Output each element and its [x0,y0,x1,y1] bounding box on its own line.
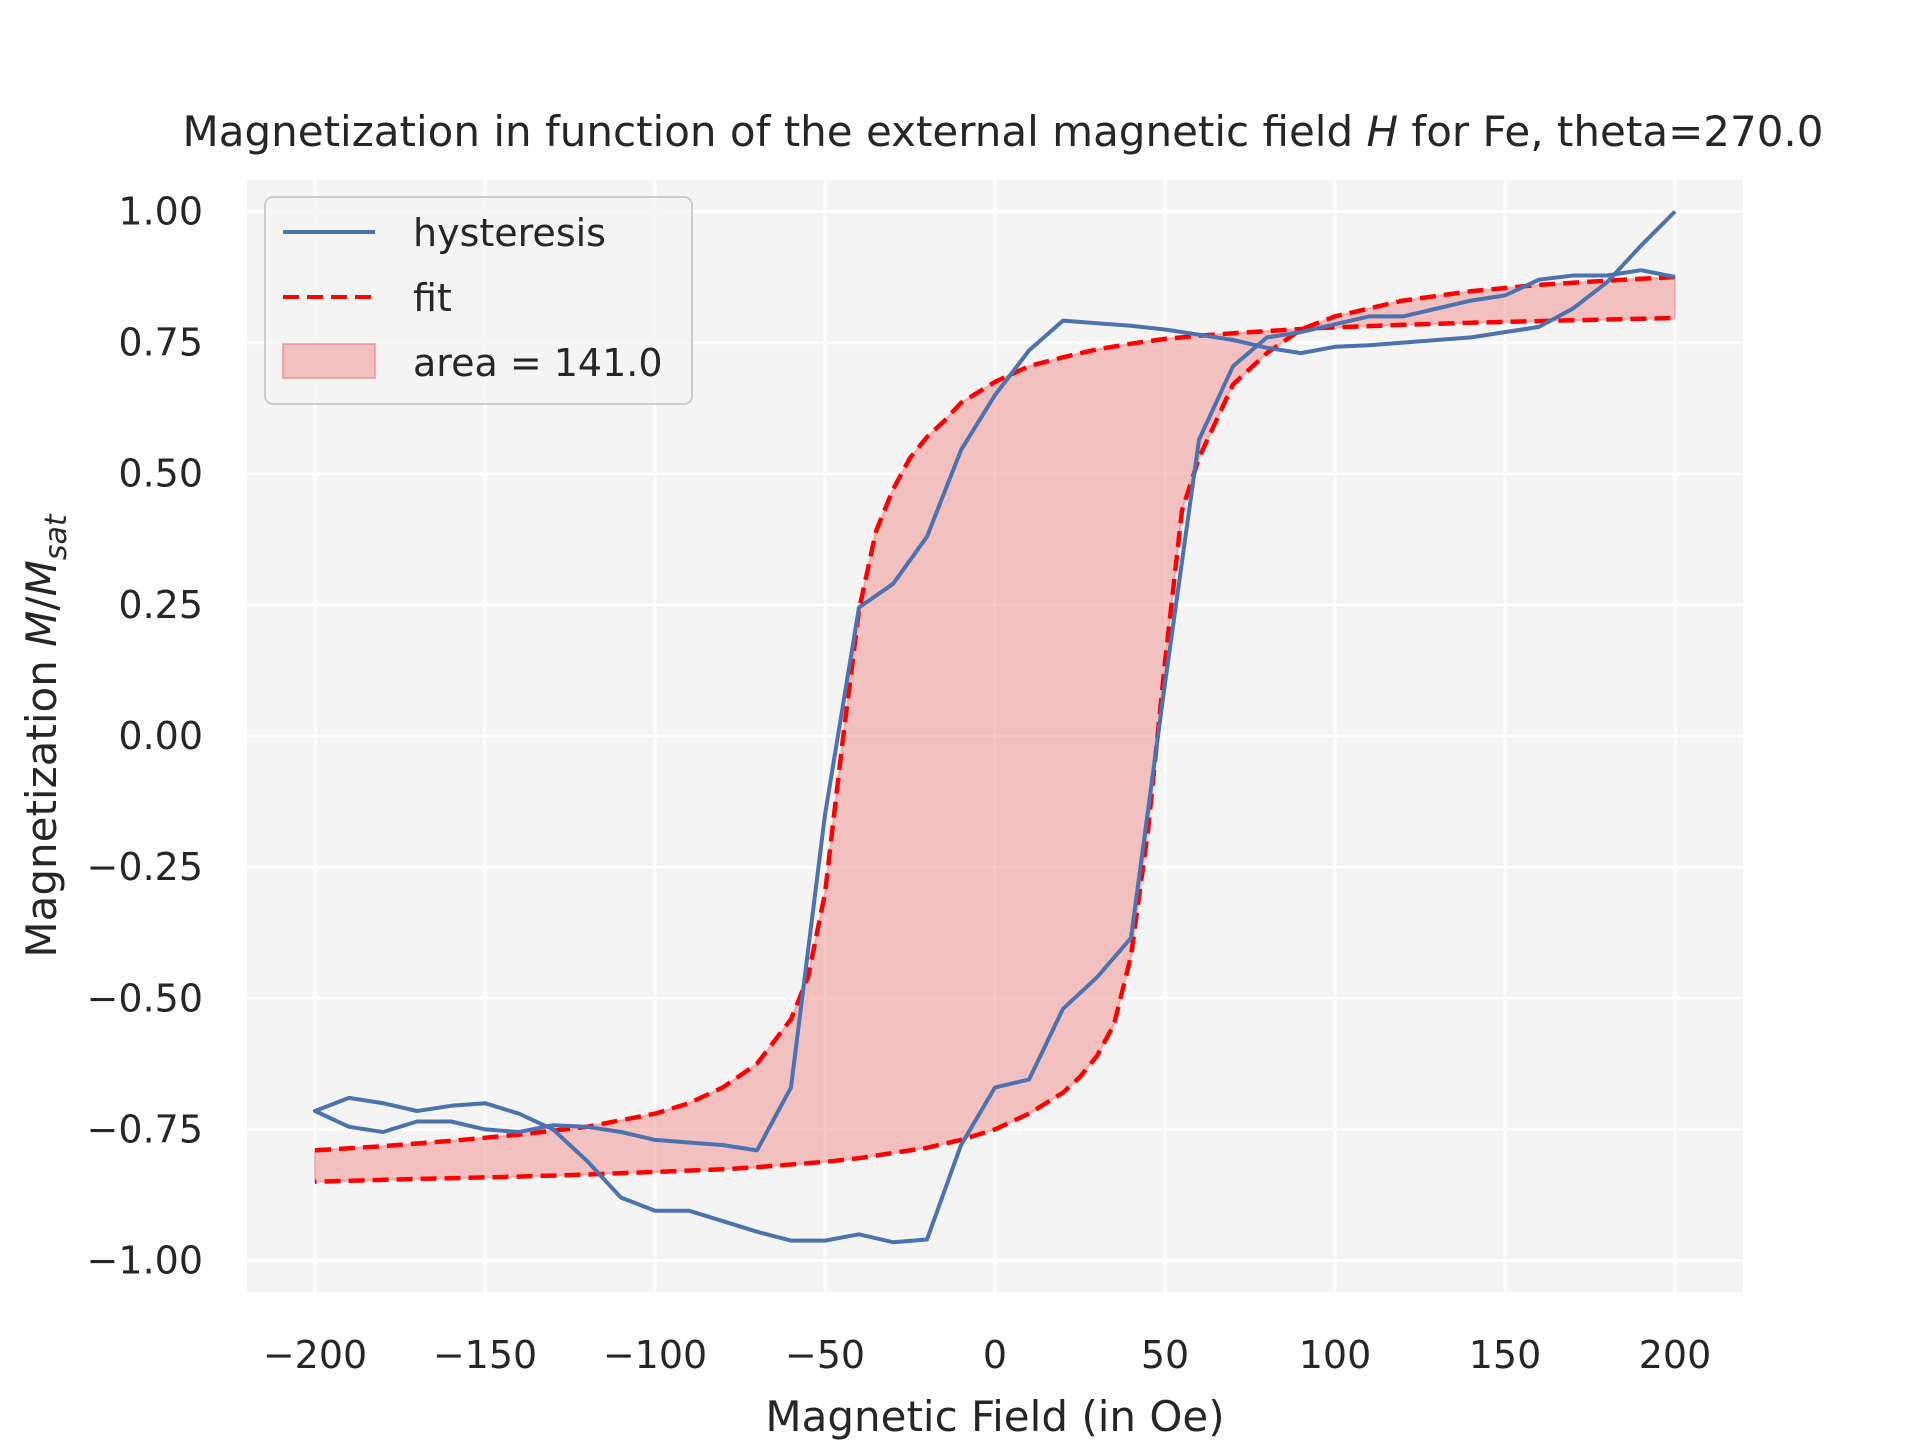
y-tick-label: −0.50 [87,976,203,1020]
y-tick-label: −0.75 [87,1107,203,1151]
legend-area-swatch [282,343,376,379]
y-tick-label: 1.00 [118,189,203,233]
x-axis-ticks: −200 −150 −100 −50 0 50 100 150 200 [263,1333,1711,1377]
x-tick-label: 100 [1299,1333,1372,1377]
fit-branch-line [314,274,1676,1185]
x-tick-label: 200 [1639,1333,1712,1377]
legend: hysteresis fit area = 141.0 [264,196,693,405]
y-tick-label: 0.75 [118,321,203,365]
x-tick-label: 0 [983,1333,1007,1377]
hysteresis-area-fill [314,275,1676,1183]
legend-fit-label: fit [413,276,452,320]
fit-branch-line [314,315,1676,1153]
x-tick-label: −200 [263,1333,367,1377]
legend-area-label: area = 141.0 [413,341,663,385]
x-tick-label: −50 [785,1333,865,1377]
x-axis-label: Magnetic Field (in Oe) [765,1392,1224,1440]
x-tick-label: −100 [603,1333,707,1377]
y-tick-label: 0.50 [118,452,203,496]
fit-series [314,274,1676,1185]
x-tick-label: 150 [1469,1333,1542,1377]
y-tick-label: −1.00 [87,1239,203,1283]
y-tick-label: 0.25 [118,583,203,627]
x-tick-label: −150 [433,1333,537,1377]
y-axis-label: Magnetization M/Msat [17,513,74,957]
legend-hysteresis-label: hysteresis [413,211,606,255]
y-axis-ticks: 1.00 0.75 0.50 0.25 0.00 −0.25 −0.50 −0.75 −1.00 [87,189,203,1282]
chart-title: Magnetization in function of the externa… [183,107,1824,156]
legend-box [264,196,693,405]
y-tick-label: 0.00 [118,714,203,758]
y-tick-label: −0.25 [87,845,203,889]
x-tick-label: 50 [1141,1333,1189,1377]
hysteresis-series-line [313,210,1677,1245]
